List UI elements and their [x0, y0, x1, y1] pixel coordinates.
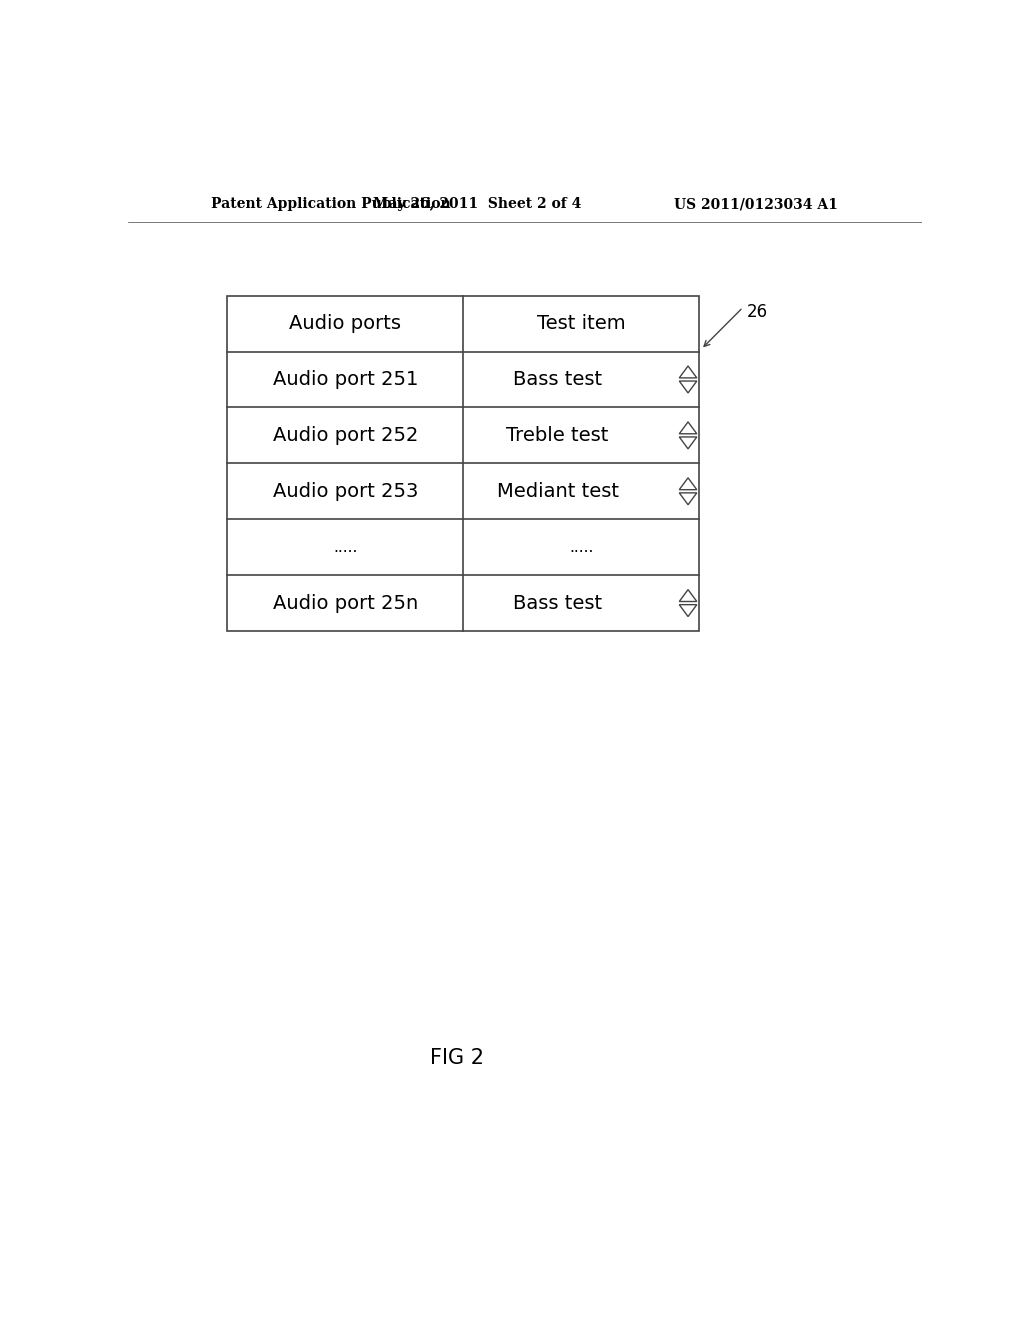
Text: Audio ports: Audio ports [289, 314, 401, 333]
Text: Bass test: Bass test [513, 594, 602, 612]
Text: US 2011/0123034 A1: US 2011/0123034 A1 [675, 197, 839, 211]
Text: .....: ..... [569, 540, 594, 554]
Text: Treble test: Treble test [506, 426, 608, 445]
Text: FIG 2: FIG 2 [430, 1048, 484, 1068]
Text: Mediant test: Mediant test [497, 482, 618, 500]
Text: Test item: Test item [537, 314, 626, 333]
Text: Audio port 251: Audio port 251 [272, 370, 418, 389]
Text: Audio port 253: Audio port 253 [272, 482, 418, 500]
Text: 26: 26 [748, 304, 768, 321]
Text: Audio port 25n: Audio port 25n [272, 594, 418, 612]
Text: Bass test: Bass test [513, 370, 602, 389]
Text: May 26, 2011  Sheet 2 of 4: May 26, 2011 Sheet 2 of 4 [373, 197, 582, 211]
Bar [227, 296, 699, 631]
Text: Audio port 252: Audio port 252 [272, 426, 418, 445]
Text: Patent Application Publication: Patent Application Publication [211, 197, 451, 211]
Text: .....: ..... [333, 540, 357, 554]
